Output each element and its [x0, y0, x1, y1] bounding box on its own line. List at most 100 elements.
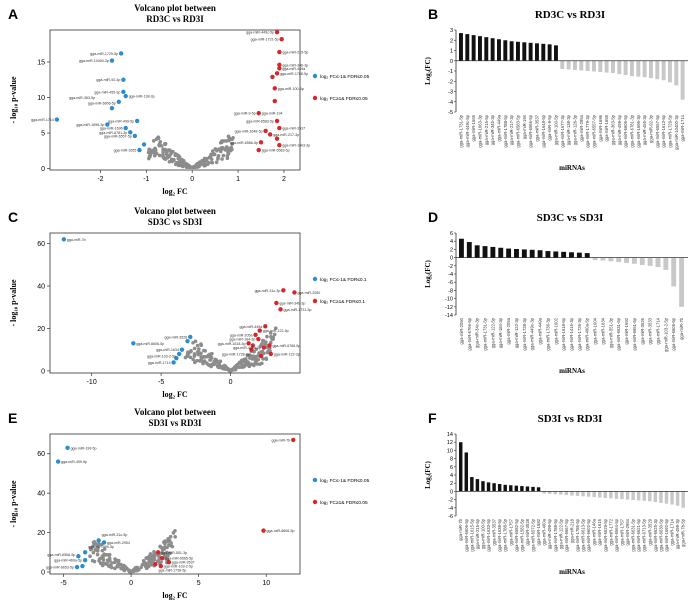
- panel-e: E Volcano plot between SD3I vs RD3I -5 0 5 10…: [0, 404, 410, 604]
- up-regulated-point: [256, 336, 261, 342]
- ns-point: [210, 149, 215, 153]
- bar: [631, 257, 637, 264]
- plot-title: SD3C vs SD3I: [148, 217, 203, 227]
- ns-point: [226, 148, 231, 152]
- y-tick-label: 40: [37, 284, 45, 291]
- mirna-point-label: gga-miR-1618-5p: [218, 342, 246, 346]
- category-tick-label: gga-miR-1604: [593, 317, 598, 344]
- bar: [528, 42, 533, 61]
- up-regulated-point: [274, 300, 279, 306]
- down-regulated-point: [80, 563, 85, 569]
- panel-letter-b: B: [428, 6, 439, 22]
- down-regulated-point: [96, 538, 101, 543]
- category-tick-label: gga-miR-6564-5p: [614, 518, 619, 551]
- x-tick-label: 0: [190, 176, 194, 183]
- ns-point: [192, 346, 197, 351]
- category-tick-label: gga-miR-1677-3p: [560, 114, 565, 147]
- mirna-point-label: gga-miR-1714: [148, 361, 171, 365]
- up-regulated-point: [263, 324, 268, 329]
- bar: [598, 60, 603, 73]
- down-regulated-point: [54, 117, 60, 122]
- mirna-point-label: gga-miR-1714: [31, 118, 54, 122]
- up-regulated-point: [268, 351, 274, 357]
- bar: [522, 42, 527, 61]
- ns-point: [261, 357, 265, 361]
- panel-c: C Volcano plot between SD3C vs SD3I -10 -5 0…: [0, 203, 410, 403]
- down-regulated-point: [171, 360, 176, 365]
- bar: [581, 491, 585, 497]
- x-axis-label: log₂ FC: [162, 390, 188, 399]
- down-regulated-point: [128, 130, 133, 135]
- up-regulated-point: [279, 37, 284, 42]
- mirna-point-label: gga-miR-7b: [67, 238, 86, 242]
- panel-letter-c: C: [8, 209, 19, 225]
- plot-title: Volcano plot between: [134, 407, 216, 417]
- ns-point: [97, 557, 102, 561]
- category-tick-label: gga-miR-1714: [670, 518, 675, 545]
- bar: [506, 248, 512, 258]
- down-regulated-point: [134, 118, 140, 124]
- ns-point: [168, 534, 173, 539]
- y-tick-label: 0: [41, 570, 45, 577]
- category-tick-label: gga-miR-34b-3p: [490, 114, 495, 145]
- bar: [609, 491, 613, 499]
- y-tick-label: 0: [450, 489, 453, 495]
- ns-point: [98, 561, 103, 566]
- ns-point: [208, 358, 212, 362]
- category-tick-label: gga-miR-449a: [496, 114, 501, 141]
- legend-up-label: log₂ FC≥1& FDR≤0.1: [320, 299, 365, 305]
- down-regulated-point: [121, 89, 126, 95]
- category-tick-label: gga-miR-1779-3p: [585, 114, 590, 147]
- up-regulated-point: [281, 288, 286, 293]
- ns-point: [161, 150, 165, 154]
- bar: [675, 491, 680, 506]
- category-tick-label: gga-miR-551-3p: [608, 317, 613, 348]
- ns-point: [210, 152, 215, 157]
- down-regulated-point: [137, 147, 142, 153]
- category-tick-label: gga-miR-92-3p: [648, 114, 653, 143]
- ns-point: [222, 366, 226, 371]
- up-regulated-point: [158, 563, 164, 569]
- bar: [498, 247, 504, 258]
- bar: [570, 491, 574, 496]
- bar: [470, 477, 474, 492]
- down-regulated-point: [105, 122, 110, 127]
- bar-chart-title: RD3C vs RD3I: [535, 9, 605, 21]
- ns-point: [176, 156, 181, 161]
- ns-point: [214, 160, 219, 165]
- bar: [520, 486, 524, 492]
- category-tick-label: gga-miR-6557-5p: [655, 114, 660, 147]
- category-tick-label: gga-miR-460a: [542, 518, 547, 545]
- bar: [576, 252, 582, 258]
- category-tick-label: gga-miR-6566-5p: [528, 114, 533, 147]
- y-tick-label: 0: [41, 166, 45, 173]
- y-tick-label: 2: [450, 481, 453, 487]
- down-regulated-point: [185, 338, 190, 344]
- ns-point: [88, 554, 92, 559]
- panel-b: B RD3C vs RD3I 3 2 1 0 -1 -2 -3 -4 -5 gga-miR-1731…: [420, 0, 699, 200]
- mirna-point-label: gga-miR-6557-5p: [104, 134, 132, 138]
- ns-point: [216, 155, 220, 160]
- y-tick-label: 3: [450, 28, 453, 34]
- ns-point: [166, 553, 170, 558]
- y-tick-label: 0: [41, 368, 45, 375]
- ns-point: [221, 153, 226, 158]
- bar: [561, 251, 567, 258]
- plot-title: RD3C vs RD3I: [146, 14, 204, 24]
- ns-point: [203, 163, 208, 168]
- mirna-point-label: gga-miR-449a: [239, 325, 262, 329]
- ns-point: [203, 349, 208, 353]
- ns-point: [154, 137, 159, 141]
- bar: [575, 491, 580, 496]
- bar: [537, 250, 543, 258]
- category-tick-label: gga-miR-6572-5p: [531, 518, 536, 551]
- ns-point: [259, 342, 264, 347]
- y-tick-label: -14: [445, 313, 453, 319]
- legend-up-label: log₂ FC≥1& FDR≤0.05: [320, 96, 368, 102]
- category-tick-label: gga-miR-184-3p: [498, 317, 503, 348]
- mirna-point-label: gga-miR-6583-5p: [262, 149, 290, 153]
- bar: [611, 60, 615, 74]
- ns-point: [274, 326, 278, 330]
- bar: [636, 491, 641, 501]
- ns-point: [225, 154, 230, 158]
